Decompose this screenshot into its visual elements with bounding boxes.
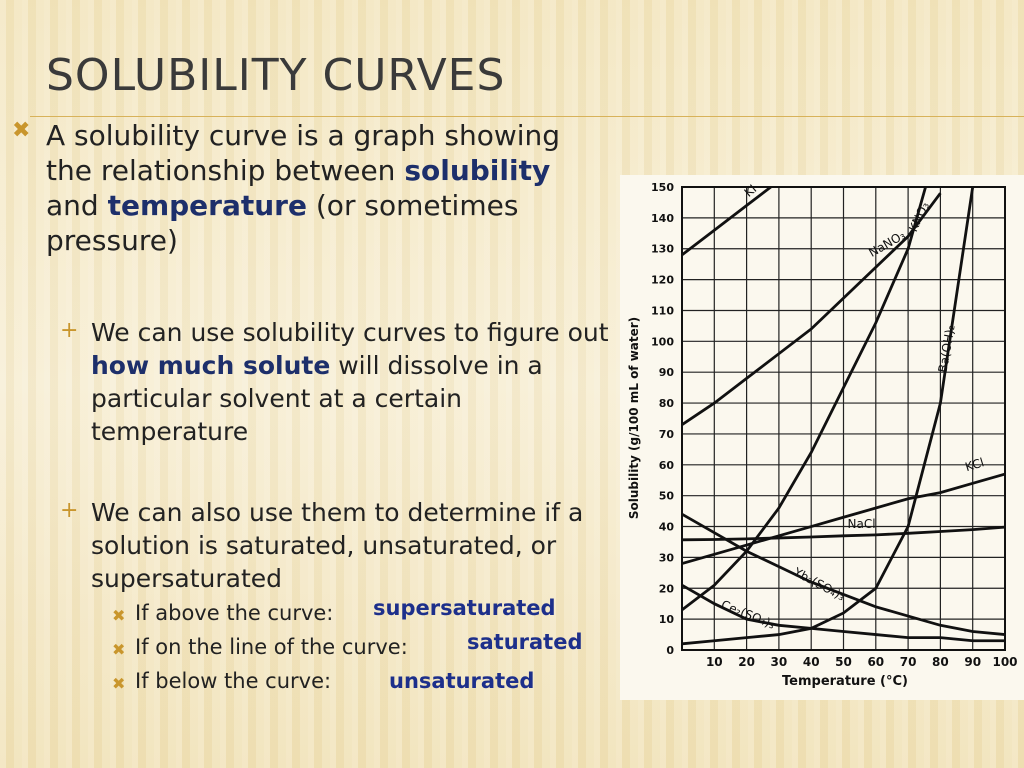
y-tick-label: 0 <box>666 644 674 657</box>
bullet-marker: ✖ <box>112 640 126 659</box>
text: and <box>46 189 108 222</box>
case-answer: supersaturated <box>373 596 556 620</box>
chart: Temperature (°C) Solubility (g/100 mL of… <box>620 175 1024 700</box>
text: A solubility curve is a graph showing th… <box>46 119 561 187</box>
y-tick-label: 50 <box>659 490 675 503</box>
series-line <box>682 525 1005 542</box>
x-tick-label: 40 <box>803 655 820 669</box>
series-line <box>682 512 1005 636</box>
y-tick-label: 120 <box>651 274 674 287</box>
bullet: A solubility curve is a graph showing th… <box>46 118 606 258</box>
emphasis: temperature <box>107 189 307 222</box>
chart-background <box>620 175 1024 700</box>
slide-title: SOLUBILITY CURVES <box>46 50 506 101</box>
y-tick-label: 40 <box>659 521 675 534</box>
y-tick-label: 150 <box>651 181 674 194</box>
case-answer: unsaturated <box>389 669 535 693</box>
text: (or sometimes pressure) <box>46 189 519 257</box>
series-label: NaCl <box>848 517 876 531</box>
bullet-marker: ✖ <box>112 606 126 625</box>
x-tick-label: 60 <box>867 655 884 669</box>
series-line <box>682 187 928 611</box>
y-tick-label: 130 <box>651 243 674 256</box>
emphasis: how much solute <box>91 351 331 380</box>
emphasis: solubility <box>404 154 551 187</box>
x-tick-label: 20 <box>738 655 755 669</box>
x-tick-label: 100 <box>992 655 1017 669</box>
series-line <box>682 187 774 257</box>
y-tick-label: 80 <box>659 397 675 410</box>
bullet-marker: + <box>60 318 79 343</box>
plot-area <box>682 187 1005 646</box>
series-line <box>682 192 942 426</box>
x-tick-label: 30 <box>771 655 788 669</box>
bullet-marker: ✖ <box>112 674 126 693</box>
bullet-marker: ✖ <box>12 118 31 143</box>
y-tick-label: 20 <box>659 582 675 595</box>
case-answer: saturated <box>467 630 583 654</box>
y-tick-label: 60 <box>659 459 675 472</box>
x-tick-label: 80 <box>932 655 949 669</box>
text: We can use solubility curves to figure o… <box>91 318 609 347</box>
text: We can also use them to determine if a s… <box>91 498 584 593</box>
y-tick-label: 110 <box>651 304 674 317</box>
series-line <box>682 583 1005 643</box>
x-axis-label: Temperature (°C) <box>782 674 908 689</box>
y-axis-label: Solubility (g/100 mL of water) <box>627 317 641 519</box>
series-label: KCl <box>963 455 985 474</box>
case-label: If on the line of the curve: <box>135 635 408 659</box>
title-rule <box>30 116 1024 117</box>
case-label: If below the curve: <box>135 669 332 693</box>
y-tick-label: 70 <box>659 428 675 441</box>
x-tick-label: 70 <box>900 655 917 669</box>
series-line <box>682 472 1005 565</box>
bullet-marker: + <box>60 498 79 523</box>
y-tick-label: 90 <box>659 366 675 379</box>
x-tick-label: 90 <box>964 655 981 669</box>
y-tick-label: 140 <box>651 212 674 225</box>
y-tick-label: 30 <box>659 551 675 564</box>
series-line <box>682 187 975 646</box>
sub-bullet: We can use solubility curves to figure o… <box>91 316 621 448</box>
sub-bullet: We can also use them to determine if a s… <box>91 496 621 595</box>
y-tick-label: 100 <box>651 335 674 348</box>
text: will dissolve in a particular solvent at… <box>91 351 543 446</box>
case-label: If above the curve: <box>135 601 334 625</box>
plot-frame <box>681 186 1006 651</box>
x-tick-label: 50 <box>835 655 852 669</box>
x-tick-label: 10 <box>706 655 723 669</box>
y-tick-label: 10 <box>659 613 675 626</box>
